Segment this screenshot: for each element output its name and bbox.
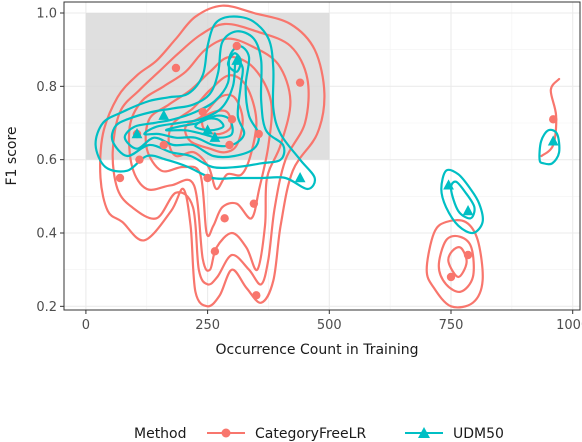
point-udm50 xyxy=(158,109,170,120)
y-axis: 0.2 0.4 0.6 0.8 1.0 xyxy=(36,7,64,315)
contour-udm50 xyxy=(143,58,246,148)
contour-categoryfreelr xyxy=(111,22,310,286)
legend-marker-categoryfreelr xyxy=(221,428,231,438)
point-udm50 xyxy=(231,54,243,65)
x-tick-label: 500 xyxy=(317,318,342,333)
point-categoryfreelr xyxy=(198,107,207,117)
point-udm50 xyxy=(443,179,454,190)
contour-udm50 xyxy=(110,30,286,170)
contour-categoryfreelr xyxy=(144,55,273,238)
y-tick-label: 0.8 xyxy=(36,80,57,95)
legend-key-categoryfreelr xyxy=(207,428,245,438)
contour-categoryfreelr xyxy=(425,219,484,309)
point-categoryfreelr xyxy=(249,199,259,208)
point-categoryfreelr xyxy=(159,140,168,150)
highlight-region xyxy=(85,13,330,160)
point-categoryfreelr xyxy=(254,129,263,139)
data-points xyxy=(115,41,559,300)
point-categoryfreelr xyxy=(225,140,234,150)
point-udm50 xyxy=(547,135,559,146)
y-tick-label: 0.6 xyxy=(36,153,57,168)
legend-label-udm50: UDM50 xyxy=(453,426,504,442)
contour-categoryfreelr xyxy=(437,234,475,293)
point-categoryfreelr xyxy=(135,155,144,164)
point-categoryfreelr xyxy=(463,250,473,260)
y-tick-label: 0.2 xyxy=(36,300,57,315)
x-tick-label: 0 xyxy=(82,318,90,333)
point-udm50 xyxy=(294,172,306,183)
y-tick-label: 1.0 xyxy=(36,7,57,22)
point-categoryfreelr xyxy=(220,214,229,223)
point-categoryfreelr xyxy=(446,272,456,282)
x-axis-title: Occurrence Count in Training xyxy=(216,342,419,358)
legend: Method CategoryFreeLR UDM50 xyxy=(134,426,504,442)
y-tick-label: 0.4 xyxy=(36,227,57,242)
point-categoryfreelr xyxy=(252,291,261,300)
point-categoryfreelr xyxy=(227,115,237,124)
contour-udm50 xyxy=(440,168,484,235)
point-categoryfreelr xyxy=(210,247,220,256)
x-tick-label: 750 xyxy=(439,318,464,333)
point-categoryfreelr xyxy=(115,173,125,183)
point-categoryfreelr xyxy=(295,78,305,87)
point-categoryfreelr xyxy=(549,115,558,124)
point-udm50 xyxy=(131,128,143,139)
contour-udm50 xyxy=(94,15,317,191)
contour-udm50 xyxy=(449,180,476,220)
point-categoryfreelr xyxy=(203,173,212,183)
contour-udm50 xyxy=(165,114,234,139)
plot-border xyxy=(63,1,581,311)
contour-categoryfreelr xyxy=(99,4,326,308)
y-axis-title: F1 score xyxy=(4,126,20,185)
contour-categoryfreelr xyxy=(127,37,292,272)
point-udm50 xyxy=(209,131,221,142)
contour-udm50 xyxy=(226,52,242,73)
contour-udm50 xyxy=(123,44,260,159)
point-udm50 xyxy=(202,124,214,135)
contour-udm50 xyxy=(538,128,561,166)
point-categoryfreelr xyxy=(232,41,242,51)
legend-title: Method xyxy=(134,426,187,442)
point-udm50 xyxy=(462,205,474,216)
legend-marker-udm50 xyxy=(418,427,430,438)
legend-key-udm50 xyxy=(405,427,443,438)
x-tick-label: 250 xyxy=(195,318,220,333)
contour-categoryfreelr xyxy=(540,77,561,158)
density-contours xyxy=(94,4,561,309)
legend-label-categoryfreelr: CategoryFreeLR xyxy=(255,426,366,442)
point-categoryfreelr xyxy=(171,63,181,73)
